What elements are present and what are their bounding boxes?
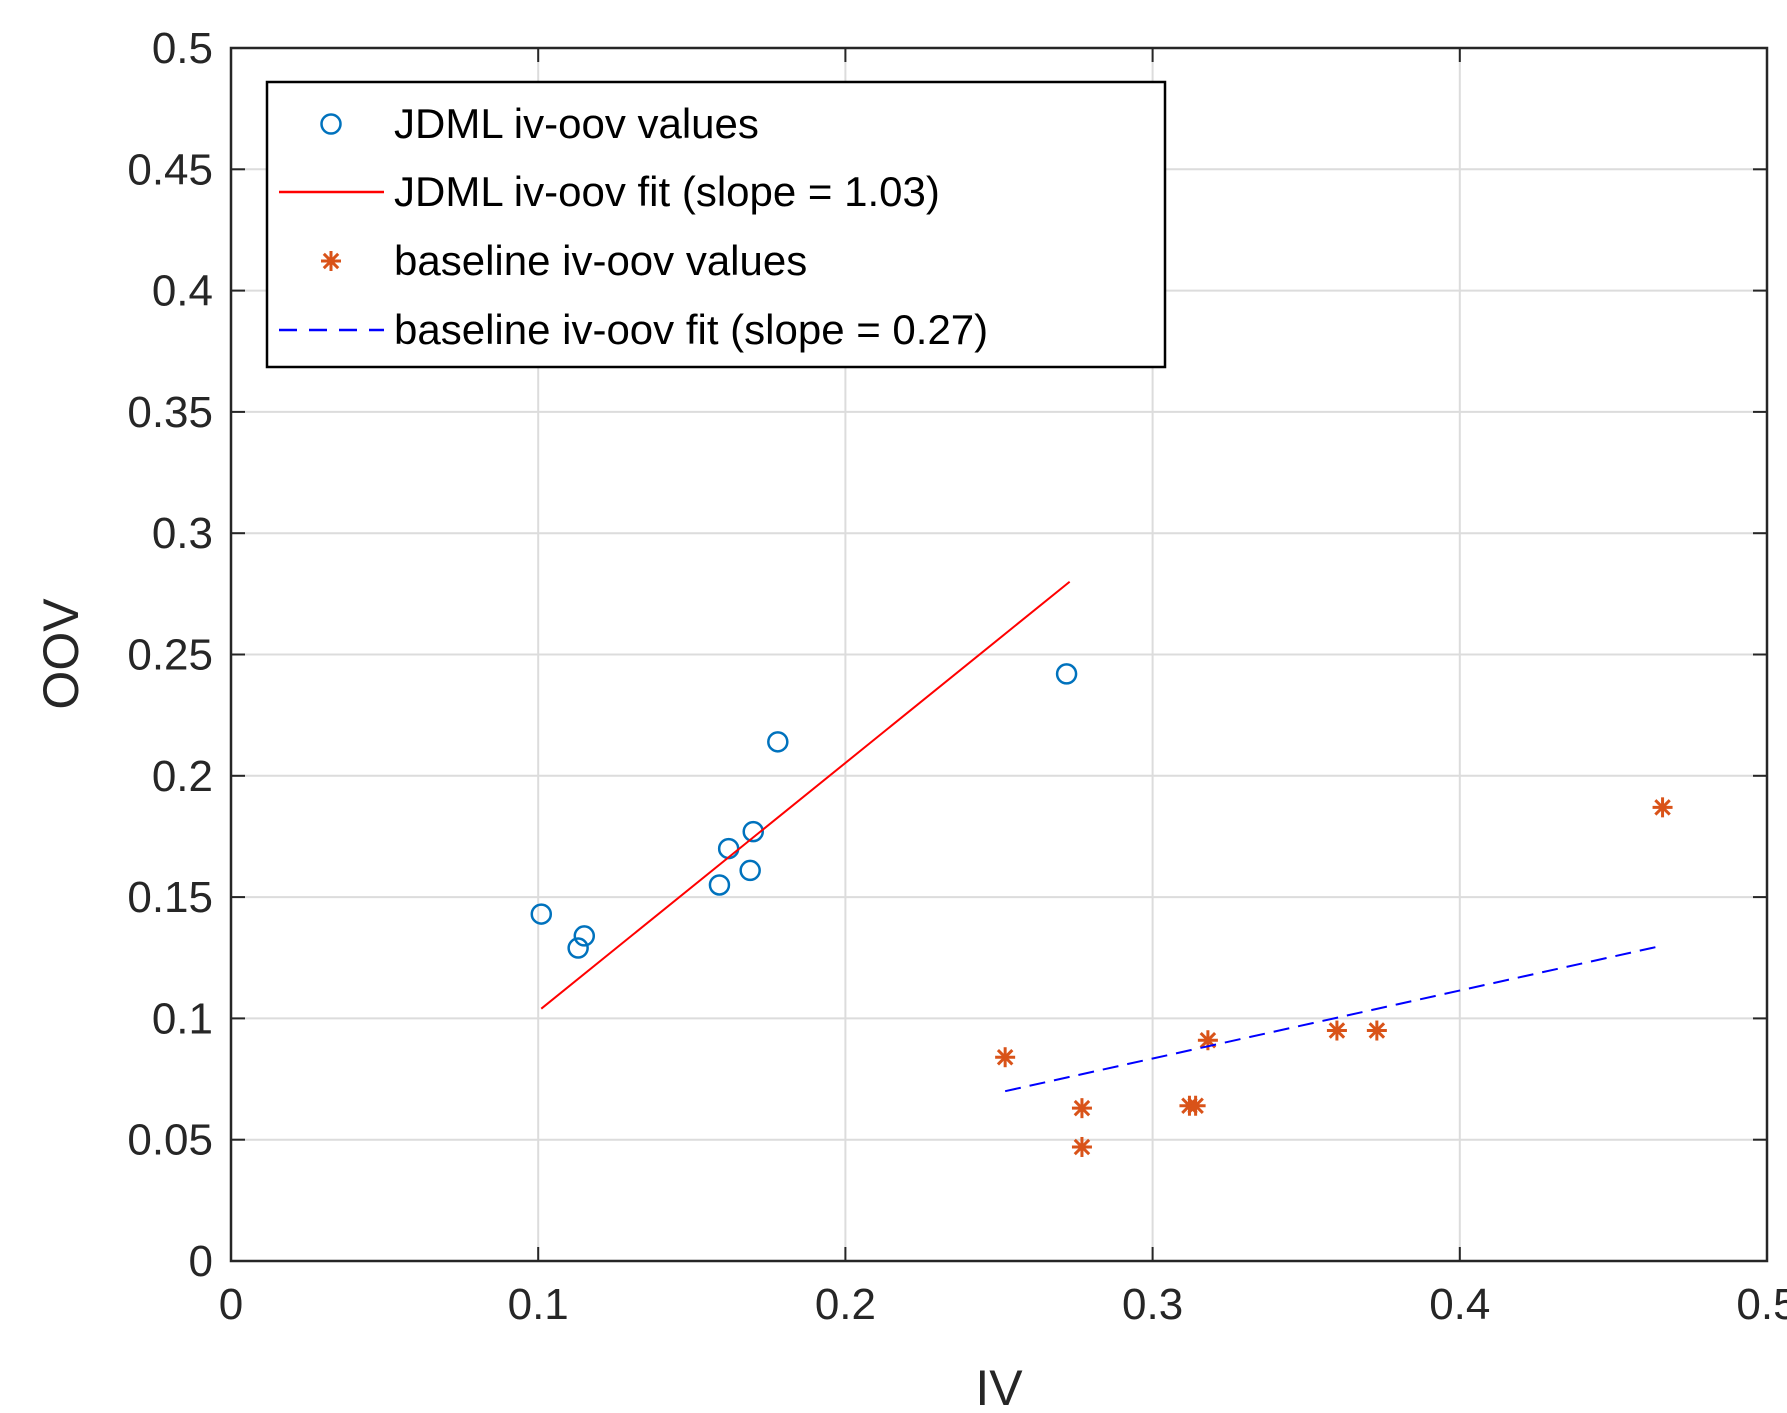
y-tick-label: 0.05 [127,1116,213,1165]
x-tick-label: 0 [219,1280,243,1329]
fit-line [540,580,1071,1010]
data-point [1326,1020,1347,1041]
data-point [708,874,731,896]
legend-asterisk-symbol [321,251,341,271]
data-point [739,859,761,882]
legend-label-jdml-values: JDML iv-oov values [394,100,759,147]
y-tick-label: 0.25 [127,631,213,680]
data-point [1071,1136,1092,1157]
legend-label-baseline-fit: baseline iv-oov fit (slope = 0.27) [394,306,988,353]
series-1 [540,580,1071,1010]
y-tick-label: 0.2 [152,752,213,801]
axis-ticks [230,47,1768,1262]
series-3 [1004,944,1663,1093]
series-0 [530,663,1078,959]
y-tick-label: 0.4 [152,267,213,316]
data-point [767,731,789,753]
legend-circle-symbol [320,113,342,135]
data-point [1185,1095,1206,1116]
y-tick-label: 0.5 [152,24,213,73]
legend-box [265,80,1167,369]
tick-labels: 0 0.1 0.2 0.3 0.4 0.5 0 0.05 0.1 0.15 0.2 0.25 0.3 0.… [127,24,1787,1329]
legend-symbols [279,113,384,332]
data-point [573,925,596,947]
y-tick-label: 0 [189,1237,213,1286]
y-tick-label: 0.15 [127,873,213,922]
legend-label-jdml-fit: JDML iv-oov fit (slope = 1.03) [394,168,940,215]
data-point [995,1047,1016,1068]
y-axis-label: OOV [33,598,89,710]
data-point [742,820,764,843]
data-point [1071,1098,1092,1119]
y-tick-label: 0.3 [152,509,213,558]
x-tick-label: 0.2 [815,1280,876,1329]
y-tick-label: 0.35 [127,388,213,437]
x-tick-label: 0.4 [1429,1280,1490,1329]
x-tick-label: 0.5 [1736,1280,1787,1329]
legend: JDML iv-oov values JDML iv-oov fit (slop… [265,80,1167,369]
x-tick-label: 0.3 [1122,1280,1183,1329]
y-tick-label: 0.45 [127,145,213,194]
legend-label-baseline-values: baseline iv-oov values [394,237,807,284]
data-point [530,903,553,925]
data-point [1366,1020,1387,1041]
data-layer [530,580,1673,1157]
series-2 [995,797,1673,1157]
y-tick-label: 0.1 [152,994,213,1043]
fit-line [1004,944,1663,1093]
x-axis-label: IV [975,1360,1023,1413]
data-point [567,937,589,959]
data-point [1055,663,1078,685]
x-tick-label: 0.1 [508,1280,569,1329]
data-point [1652,797,1673,818]
